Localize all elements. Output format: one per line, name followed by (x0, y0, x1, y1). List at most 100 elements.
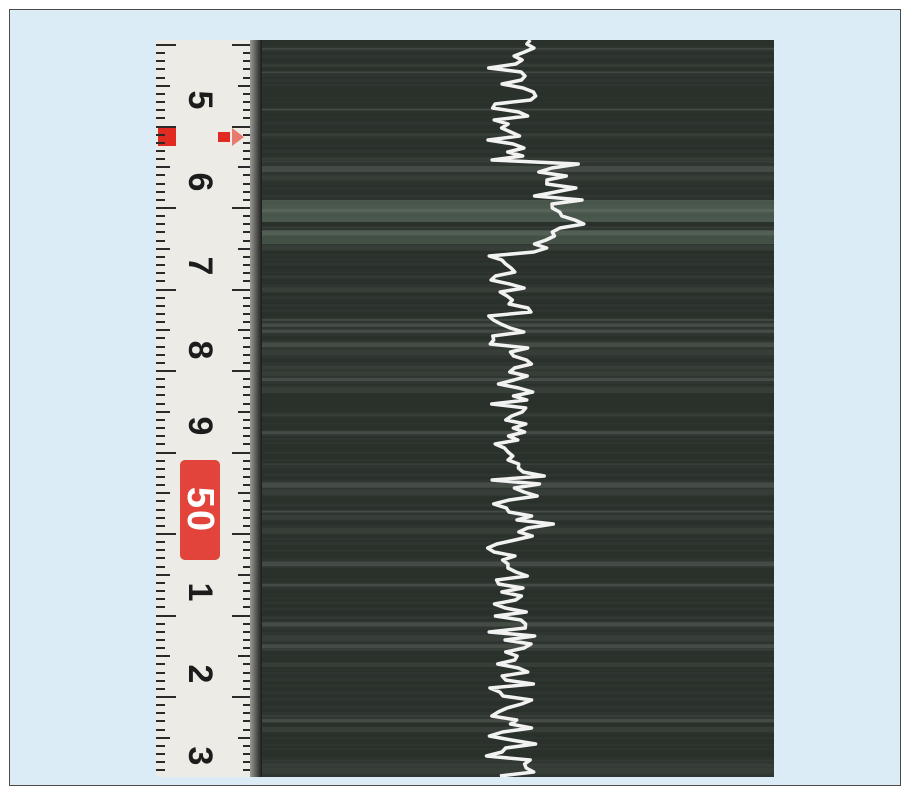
lamina-band (260, 255, 774, 259)
lamina-band (260, 175, 774, 181)
ruler-tick (156, 92, 165, 95)
ruler-tick (156, 533, 176, 535)
ruler-tick (156, 647, 165, 650)
ruler-tick (238, 573, 252, 576)
ruler-tick (243, 296, 252, 299)
lamina-band (260, 470, 774, 474)
ruler-tick (243, 549, 252, 552)
ruler-tick (156, 117, 165, 120)
lamina-band (260, 117, 774, 122)
ruler-tick (232, 614, 252, 617)
ruler-tick (243, 190, 252, 193)
lamina-band (260, 583, 774, 587)
ruler-tick (156, 590, 165, 593)
ruler-tick (238, 410, 252, 413)
ruler-tick (243, 467, 252, 470)
ruler-tick (156, 304, 165, 307)
ruler-tick (243, 761, 252, 764)
ruler-tick (243, 149, 252, 152)
ruler-tick (156, 174, 165, 177)
ruler-tick (156, 712, 165, 715)
lamina-band (260, 293, 774, 296)
figure-frame: 5 6 7 8 9 50 1 2 3 (9, 9, 901, 786)
ruler-tick (156, 231, 165, 234)
lamina-band (260, 768, 774, 774)
lamina-band (260, 482, 774, 488)
ruler-tick (232, 533, 252, 535)
lamina-band (260, 201, 774, 205)
tape-marker-right (218, 132, 230, 142)
ruler-tick (243, 76, 252, 79)
lamina-band (260, 515, 774, 520)
lamina-band (260, 688, 774, 692)
ruler-tick (156, 68, 165, 71)
ruler-tick (243, 443, 252, 446)
ruler-tick (156, 459, 165, 462)
ruler-tick (156, 541, 165, 544)
ruler-tick (156, 467, 165, 470)
ruler-tick (243, 475, 252, 478)
lamina-band (260, 436, 774, 438)
ruler-tick (232, 207, 252, 209)
lamina-band (260, 276, 774, 278)
lamina-band (260, 226, 774, 229)
ruler-tick (243, 304, 252, 307)
ruler-tick (243, 231, 252, 234)
ruler-tick (156, 614, 176, 617)
ruler-tick (243, 484, 252, 487)
ruler-tick (243, 663, 252, 666)
ruler-tick (243, 557, 252, 560)
ruler-tick (156, 84, 170, 87)
lamina-band (260, 273, 774, 275)
ruler-tick (156, 500, 165, 503)
ruler-tick (156, 761, 165, 764)
lamina-band (260, 754, 774, 759)
lamina-band (260, 510, 774, 513)
lamina-band (260, 534, 774, 538)
lamina-band (260, 763, 774, 768)
ruler-tick (238, 247, 252, 250)
ruler-tick (243, 435, 252, 438)
lamina-band (260, 157, 774, 160)
ruler-tick (243, 337, 252, 340)
lamina-band (260, 447, 774, 452)
ruler-tick (156, 736, 170, 739)
ruler-tick (156, 508, 165, 511)
ruler-tick (156, 312, 165, 315)
lamina-band (260, 245, 774, 251)
ruler-tick (156, 321, 165, 324)
ruler-tick (156, 638, 165, 641)
ruler-tick (243, 508, 252, 511)
ruler-tick (243, 321, 252, 324)
ruler-tick (243, 753, 252, 756)
lamina-band (260, 387, 774, 394)
lamina-band (260, 189, 774, 195)
ruler-tick (232, 370, 252, 372)
ruler-tick (243, 622, 252, 625)
lamina-band (260, 749, 774, 755)
lamina-band (260, 384, 774, 386)
ruler-tick (156, 484, 165, 487)
ruler-tick (243, 541, 252, 544)
lamina-band (260, 694, 774, 698)
ruler-tick (243, 459, 252, 462)
lamina-band (260, 336, 774, 340)
ruler-tick (156, 386, 165, 389)
ruler-tick (243, 255, 252, 258)
ruler-tick (238, 166, 252, 169)
ruler-tick (156, 370, 176, 372)
ruler-tick (243, 598, 252, 601)
lamina-band (260, 551, 774, 556)
ruler-tick (156, 60, 165, 63)
lamina-band (260, 301, 774, 305)
lamina-band (260, 40, 774, 44)
ruler-tick (156, 149, 165, 152)
lamina-band (260, 220, 774, 227)
ruler-tick (243, 272, 252, 275)
ruler-tick (156, 769, 165, 772)
ruler-tick (156, 239, 165, 242)
ruler-badge: 50 (179, 460, 221, 560)
lamina-band (260, 580, 774, 583)
ruler-tick (156, 663, 165, 666)
ruler-tick (156, 133, 165, 136)
